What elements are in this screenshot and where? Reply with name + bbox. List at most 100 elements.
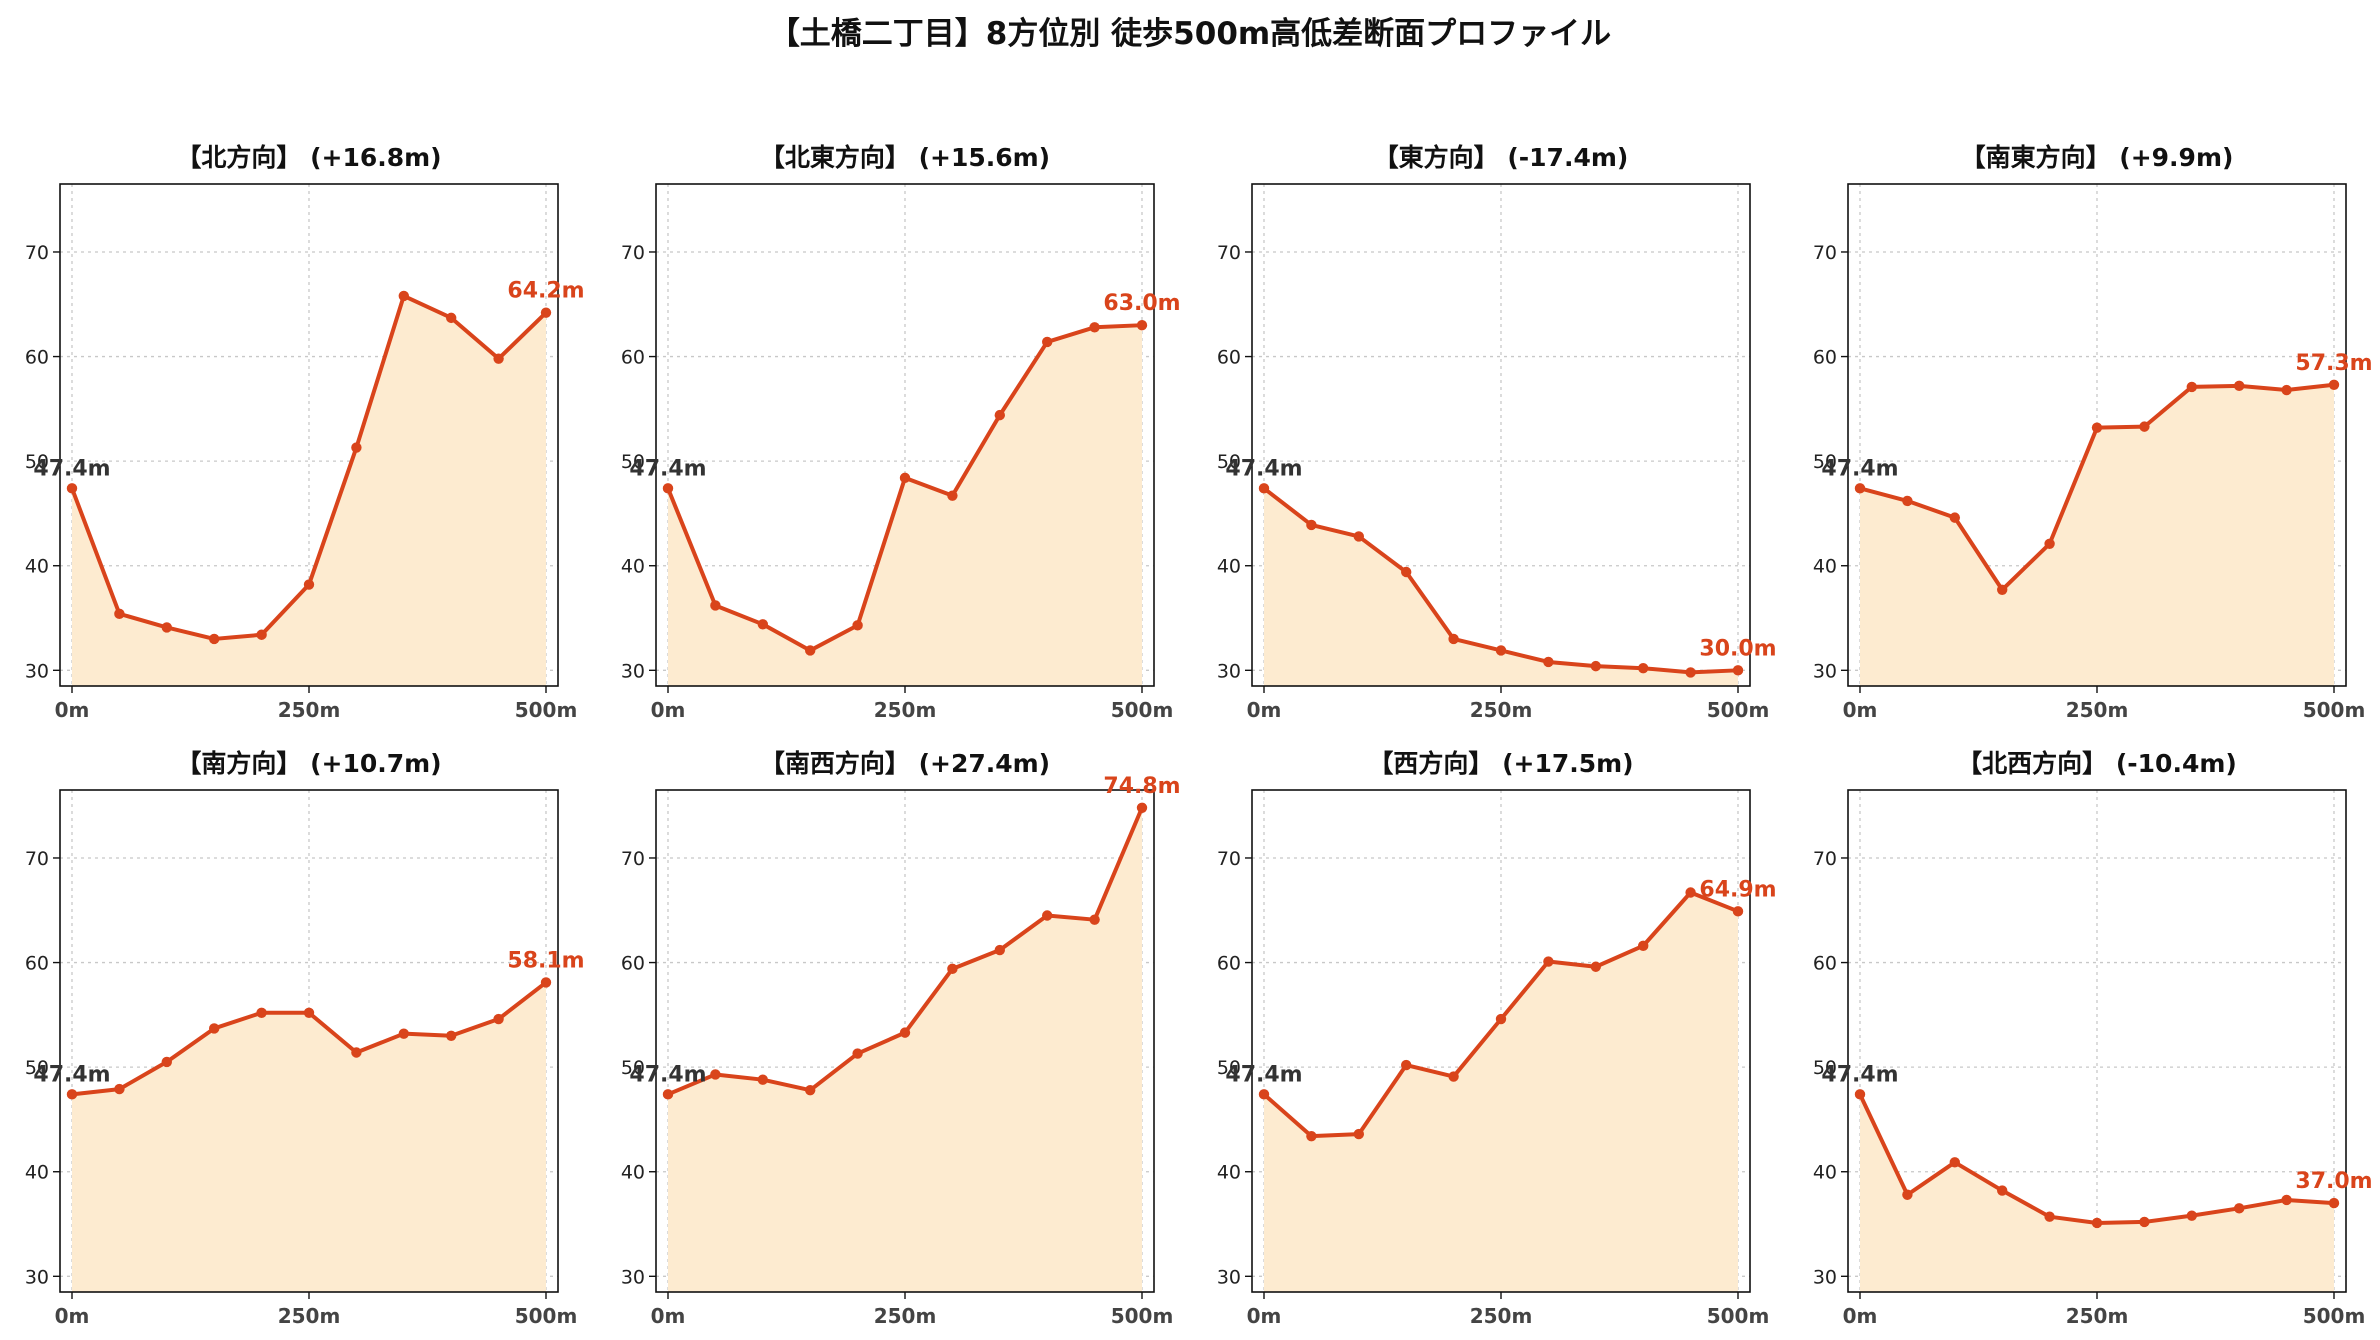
plot-frame [1847,789,2347,1293]
panel-title: 【北東方向】 (+15.6m) [760,143,1050,172]
end-elevation-label: 64.2m [507,279,584,304]
profile-panel-3: 【南東方向】 (+9.9m) 30 40 50 60 70 0m 250m 500m 47.4m 5… [1813,143,2373,722]
x-tick-label: 500m [2303,698,2366,722]
plot-frame [655,183,1155,687]
profile-point [1902,1189,1913,1200]
profile-point [2044,1211,2055,1222]
profile-area [1264,892,1738,1292]
y-tick-label: 70 [25,848,49,870]
y-tick-label: 30 [1813,660,1837,682]
profile-point [662,1089,674,1100]
y-tick-label: 40 [621,1162,645,1184]
y-tick-label: 40 [1813,1162,1837,1184]
profile-point [1448,1071,1459,1082]
profile-point [947,963,958,975]
x-tick-label: 250m [2066,1304,2129,1328]
profile-point [1732,665,1744,676]
start-elevation-label: 47.4m [33,456,110,481]
x-tick-label: 500m [1707,698,1770,722]
profile-point [757,619,768,630]
profile-point [540,977,552,988]
y-tick-label: 30 [621,1266,645,1288]
profile-point [2281,1194,2292,1206]
profile-point [1042,336,1053,348]
plot-frame [59,183,559,687]
profile-point [161,1056,172,1068]
profile-point [1854,1089,1866,1100]
profile-point [1854,483,1866,494]
profile-area [668,807,1142,1292]
start-elevation-label: 47.4m [629,1062,706,1087]
panel-title: 【南東方向】 (+9.9m) [1961,143,2234,172]
y-tick-label: 30 [1217,660,1241,682]
start-elevation-label: 47.4m [33,1062,110,1087]
profile-point [1136,319,1148,331]
x-tick-label: 0m [651,698,686,722]
y-tick-label: 40 [25,1162,49,1184]
profile-point [1089,322,1100,333]
profile-point [2139,1216,2150,1228]
profile-point [303,1007,315,1018]
profile-point [209,633,220,645]
x-tick-label: 250m [1470,1304,1533,1328]
end-elevation-label: 57.3m [2295,351,2372,376]
profile-point [1543,956,1554,967]
panel-title: 【南西方向】 (+27.4m) [760,749,1050,778]
profile-point [1997,1185,2008,1196]
profile-point [805,1084,816,1096]
y-tick-label: 30 [1217,1266,1241,1288]
y-tick-label: 70 [1813,242,1837,264]
profile-point [66,1089,78,1100]
y-tick-label: 50 [25,1057,49,1079]
profile-area [1860,384,2334,686]
end-elevation-label: 63.0m [1103,291,1180,316]
y-tick-label: 70 [621,242,645,264]
profile-point [757,1074,768,1085]
profile-point [446,1030,457,1041]
plot-frame [1847,183,2347,687]
profile-panel-4: 【南方向】 (+10.7m) 30 40 50 60 70 0m 250m 500m 47.4m 5… [25,749,585,1328]
profile-point [209,1023,220,1034]
profile-point [994,409,1005,421]
profile-point [899,472,911,484]
profile-point [994,944,1005,956]
y-tick-label: 40 [1813,556,1837,578]
end-elevation-label: 64.9m [1699,877,1776,902]
y-tick-label: 60 [621,347,645,369]
start-elevation-label: 47.4m [629,456,706,481]
profile-area [668,325,1142,686]
y-tick-label: 30 [25,1266,49,1288]
plot-frame [1251,789,1751,1293]
panel-title: 【北方向】 (+16.8m) [176,143,441,172]
profile-point [114,608,125,620]
x-tick-label: 0m [1843,698,1878,722]
profile-point [1590,660,1602,672]
profile-point [2044,538,2055,549]
profile-point [1495,1013,1507,1025]
plot-frame [59,789,559,1293]
x-tick-label: 0m [651,1304,686,1328]
profile-point [493,353,504,364]
profile-point [2234,1203,2245,1214]
profile-point [662,483,674,494]
profile-point [2186,381,2197,393]
profile-point [398,290,409,302]
figure-title: 【土橋二丁目】8方位別 徒歩500m高低差断面プロファイル [769,16,1611,52]
profile-point [1949,1157,1961,1168]
x-tick-label: 250m [874,1304,937,1328]
profile-point [66,483,78,494]
y-tick-label: 30 [25,660,49,682]
profile-point [805,645,816,656]
profile-point [256,1007,267,1018]
x-tick-label: 500m [1111,698,1174,722]
panel-title: 【南方向】 (+10.7m) [176,749,441,778]
end-elevation-label: 30.0m [1699,636,1776,661]
profile-point [114,1083,125,1095]
profile-point [710,600,721,611]
profile-point [1448,633,1459,645]
profile-point [1401,1059,1412,1071]
x-tick-label: 500m [1111,1304,1174,1328]
profile-point [351,442,362,453]
profile-point [1543,656,1554,668]
